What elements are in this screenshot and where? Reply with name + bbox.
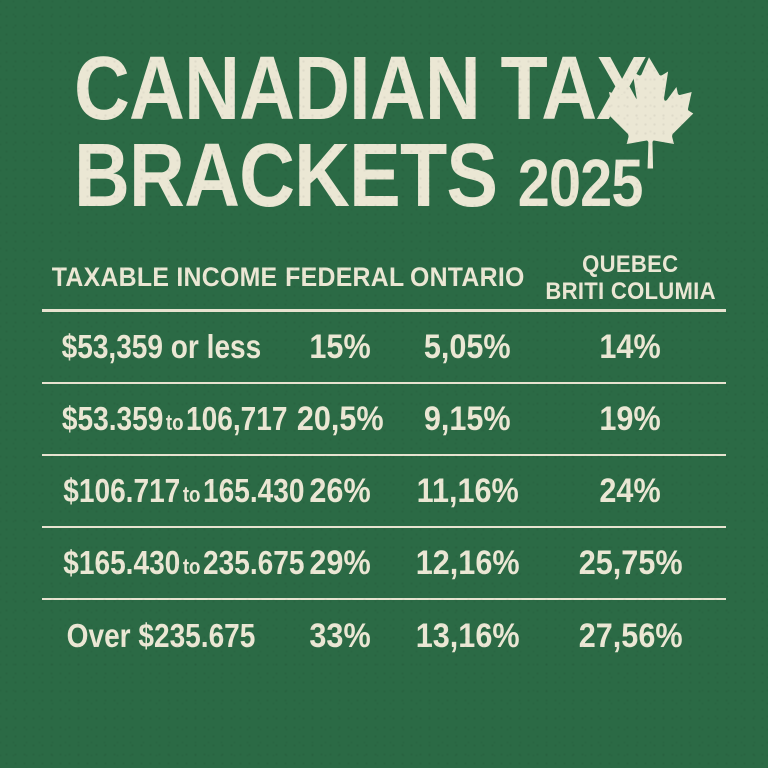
table-row-bracket-1: $53,359 or less 15% 5,05% 14% xyxy=(42,312,726,384)
title-year: 2025 xyxy=(517,146,644,221)
federal-rate: 15% xyxy=(309,327,371,366)
poster-title: CANADIAN TAX BRACKETS 2025 xyxy=(74,39,648,221)
income-to: 165.430 xyxy=(203,471,305,509)
column-header-quebec-line2: BRITI COLUMIA xyxy=(545,277,716,305)
income-value: Over $235.675 xyxy=(66,616,256,654)
title-line-1: CANADIAN TAX xyxy=(74,39,648,139)
income-to-word: to xyxy=(182,481,201,507)
cell-ontario-2: 9,15% xyxy=(400,400,535,439)
cell-ontario-4: 12,16% xyxy=(400,544,535,583)
title-line-2-text: BRACKETS xyxy=(74,126,498,226)
column-header-ontario: ONTARIO xyxy=(400,262,535,293)
column-header-federal: FEDERAL xyxy=(280,262,404,293)
cell-federal-4: 29% xyxy=(280,544,400,583)
income-range: $165.430 to235.675 xyxy=(63,544,304,582)
ontario-rate: 9,15% xyxy=(424,399,511,438)
quebec-bc-rate: 25,75% xyxy=(578,543,683,582)
column-header-quebec-bc: QUEBEC BRITI COLUMIA xyxy=(535,251,726,305)
cell-income-2: $53.359 to106,717 xyxy=(42,400,288,439)
cell-federal-3: 26% xyxy=(280,472,400,511)
cell-quebec-bc-4: 25,75% xyxy=(535,544,726,583)
table-row-bracket-4: $165.430 to235.675 29% 12,16% 25,75% xyxy=(42,528,726,600)
column-header-quebec-line1: QUEBEC xyxy=(582,250,679,278)
column-header-federal-label: FEDERAL xyxy=(285,262,405,292)
ontario-rate: 13,16% xyxy=(415,616,520,655)
quebec-bc-rate: 27,56% xyxy=(578,616,683,655)
cell-federal-2: 20,5% xyxy=(280,400,400,439)
cell-income-4: $165.430 to235.675 xyxy=(42,544,304,583)
income-value: $53,359 or less xyxy=(61,327,261,365)
quebec-bc-rate: 19% xyxy=(599,399,662,438)
ontario-rate: 11,16% xyxy=(416,471,519,510)
cell-federal-1: 15% xyxy=(280,328,400,367)
ontario-rate: 12,16% xyxy=(415,543,520,582)
income-to: 235.675 xyxy=(203,543,305,581)
ontario-rate: 5,05% xyxy=(424,327,511,366)
quebec-bc-rate: 24% xyxy=(599,471,662,510)
cell-income-5: Over $235.675 xyxy=(42,617,280,656)
federal-rate: 29% xyxy=(309,543,371,582)
table-row-bracket-2: $53.359 to106,717 20,5% 9,15% 19% xyxy=(42,384,726,456)
cell-income-1: $53,359 or less xyxy=(42,328,280,367)
federal-rate: 20,5% xyxy=(296,399,384,438)
table-header-row: TAXABLE INCOME FEDERAL ONTARIO QUEBEC BR… xyxy=(42,246,726,312)
income-from: $106.717 xyxy=(63,471,181,509)
quebec-bc-rate: 14% xyxy=(599,327,662,366)
federal-rate: 33% xyxy=(309,616,371,655)
income-to-word: to xyxy=(165,409,184,435)
title-line-2: BRACKETS 2025 xyxy=(74,131,647,221)
cell-quebec-bc-1: 14% xyxy=(535,328,726,367)
federal-rate: 26% xyxy=(309,471,371,510)
income-to-word: to xyxy=(182,553,201,579)
maple-leaf-icon xyxy=(597,52,701,180)
cell-ontario-5: 13,16% xyxy=(400,617,535,656)
income-from: $165.430 xyxy=(63,543,181,581)
cell-income-3: $106.717 to165.430 xyxy=(42,472,304,511)
income-range: $53.359 to106,717 xyxy=(62,400,288,438)
column-header-ontario-label: ONTARIO xyxy=(410,262,525,292)
cell-ontario-3: 11,16% xyxy=(400,472,535,511)
cell-quebec-bc-5: 27,56% xyxy=(535,617,726,656)
cell-federal-5: 33% xyxy=(280,617,400,656)
income-from: $53.359 xyxy=(61,399,164,437)
tax-brackets-table: TAXABLE INCOME FEDERAL ONTARIO QUEBEC BR… xyxy=(42,246,726,672)
table-row-bracket-3: $106.717 to165.430 26% 11,16% 24% xyxy=(42,456,726,528)
income-to: 106,717 xyxy=(186,399,288,437)
column-header-taxable-income-label: TAXABLE INCOME xyxy=(51,262,278,292)
cell-quebec-bc-2: 19% xyxy=(535,400,726,439)
column-header-taxable-income: TAXABLE INCOME xyxy=(42,262,280,293)
cell-quebec-bc-3: 24% xyxy=(535,472,726,511)
income-range: $106.717 to165.430 xyxy=(63,472,304,510)
table-row-bracket-5: Over $235.675 33% 13,16% 27,56% xyxy=(42,600,726,672)
cell-ontario-1: 5,05% xyxy=(400,328,535,367)
